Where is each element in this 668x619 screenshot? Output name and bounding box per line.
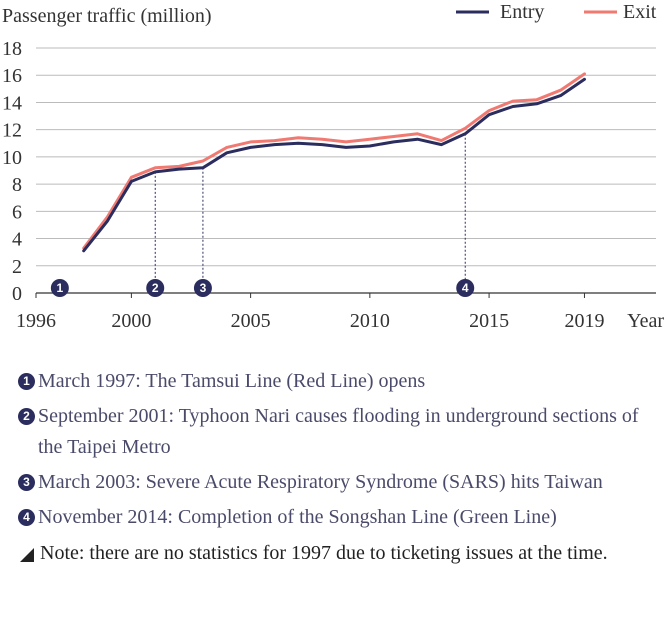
event-note-3: 3 March 2003: Severe Acute Respiratory S… (18, 467, 666, 498)
footnote-text: Note: there are no statistics for 1997 d… (40, 542, 608, 564)
y-tick-label: 6 (12, 201, 22, 223)
note-text-2: September 2001: Typhoon Nari causes floo… (38, 405, 639, 458)
event-marker-label: 3 (200, 281, 207, 295)
x-tick-label: 2015 (469, 310, 509, 332)
event-marker-label: 1 (57, 281, 64, 295)
y-tick-label: 4 (12, 229, 22, 251)
event-marker-1 (50, 279, 69, 297)
y-tick-label: 16 (2, 65, 22, 87)
y-tick-label: 14 (2, 92, 22, 114)
note-marker-1: 1 (18, 373, 35, 390)
x-tick-label: 2000 (111, 310, 151, 332)
x-tick-label: 2010 (350, 310, 390, 332)
legend-label-entry: Entry (500, 1, 544, 23)
note-marker-3: 3 (18, 474, 35, 491)
y-tick-label: 12 (2, 120, 22, 142)
triangle-icon (20, 548, 34, 562)
x-axis-label: Year (627, 310, 664, 332)
event-marker-3 (193, 279, 212, 297)
event-marker-4 (456, 279, 475, 297)
series-line-exit (82, 72, 586, 250)
event-notes: 1 March 1997: The Tamsui Line (Red Line)… (18, 366, 666, 565)
event-marker-2 (146, 279, 165, 297)
note-text-4: November 2014: Completion of the Songsha… (38, 506, 557, 528)
footnote: Note: there are no statistics for 1997 d… (18, 541, 666, 565)
event-marker-label: 2 (152, 281, 159, 295)
y-tick-label: 0 (12, 283, 22, 305)
note-text-3: March 2003: Severe Acute Respiratory Syn… (38, 471, 603, 493)
x-tick-label: 1996 (16, 310, 56, 332)
x-tick-label: 2019 (564, 310, 604, 332)
event-note-1: 1 March 1997: The Tamsui Line (Red Line)… (18, 366, 666, 397)
y-tick-label: 8 (12, 174, 22, 196)
legend-label-exit: Exit (623, 1, 657, 23)
series-line-entry (82, 77, 586, 253)
note-marker-2: 2 (18, 408, 35, 425)
note-marker-4: 4 (18, 509, 35, 526)
y-tick-label: 10 (2, 147, 22, 169)
event-marker-label: 4 (462, 281, 469, 295)
event-note-2: 2 September 2001: Typhoon Nari causes fl… (18, 401, 666, 463)
y-tick-label: 2 (12, 256, 22, 278)
y-tick-label: 18 (2, 38, 22, 60)
x-tick-label: 2005 (231, 310, 271, 332)
event-note-4: 4 November 2014: Completion of the Songs… (18, 502, 666, 533)
note-text-1: March 1997: The Tamsui Line (Red Line) o… (38, 370, 426, 392)
y-axis-title: Passenger traffic (million) (2, 5, 212, 27)
